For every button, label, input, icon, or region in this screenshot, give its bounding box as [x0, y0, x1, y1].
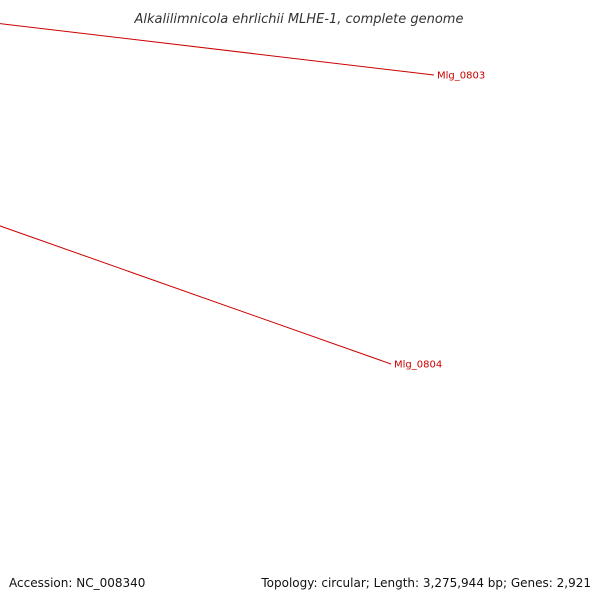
gene-label: Mlg_0803: [437, 71, 485, 82]
gene-leader-line: [0, 23, 435, 76]
gene-label: Mlg_0804: [394, 360, 442, 371]
accession-text: Accession: NC_008340: [6, 574, 149, 592]
gene-labels: Mlg_0803 Mlg_0804: [0, 23, 485, 371]
map-title: Alkalilimnicola ehrlichii MLHE-1, comple…: [134, 12, 464, 27]
gene-leader-line: [0, 225, 392, 365]
topology-text: Topology: circular; Length: 3,275,944 bp…: [258, 574, 594, 592]
